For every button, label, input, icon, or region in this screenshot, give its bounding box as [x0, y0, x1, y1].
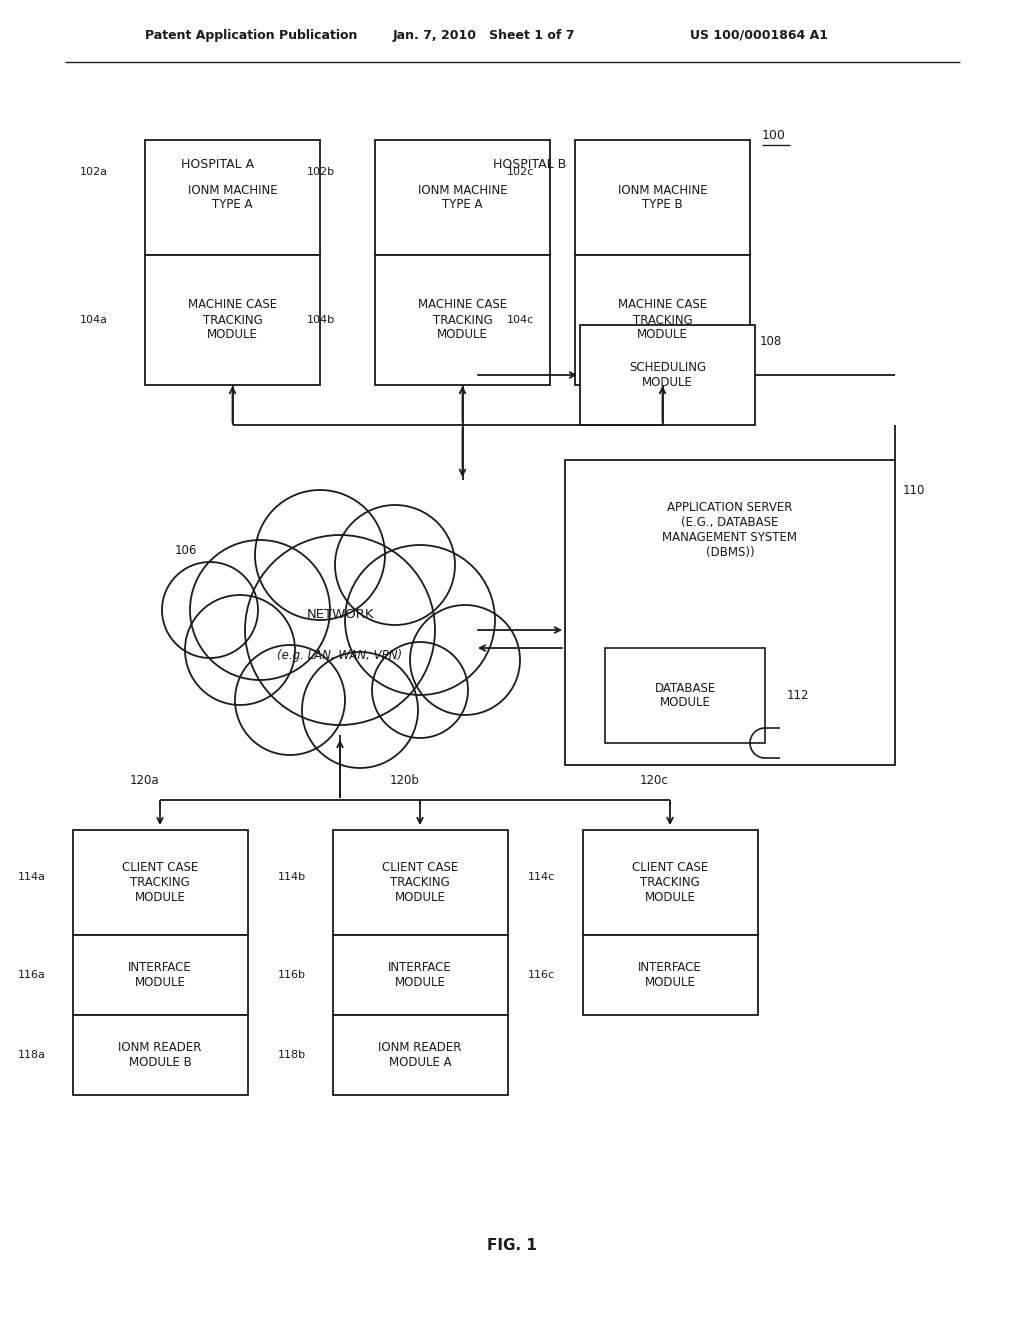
- Text: 118a: 118a: [17, 1049, 45, 1060]
- Text: FIG. 1: FIG. 1: [487, 1238, 537, 1253]
- Bar: [583, 830, 758, 935]
- Bar: [605, 648, 765, 743]
- Text: 116c: 116c: [527, 970, 555, 979]
- Circle shape: [245, 535, 435, 725]
- Text: 114c: 114c: [527, 873, 555, 882]
- Text: Patent Application Publication: Patent Application Publication: [145, 29, 357, 41]
- Circle shape: [372, 642, 468, 738]
- Bar: [333, 830, 508, 935]
- Text: INTERFACE
MODULE: INTERFACE MODULE: [128, 961, 191, 989]
- Text: 112: 112: [787, 689, 810, 702]
- Text: NETWORK: NETWORK: [306, 609, 374, 622]
- Text: MACHINE CASE
TRACKING
MODULE: MACHINE CASE TRACKING MODULE: [188, 298, 278, 342]
- Text: SCHEDULING
MODULE: SCHEDULING MODULE: [629, 360, 707, 389]
- Text: (e.g. LAN, WAN, VPN): (e.g. LAN, WAN, VPN): [278, 648, 402, 661]
- Text: MACHINE CASE
TRACKING
MODULE: MACHINE CASE TRACKING MODULE: [418, 298, 507, 342]
- Circle shape: [234, 645, 345, 755]
- Text: 104c: 104c: [507, 315, 535, 325]
- Bar: [375, 140, 550, 255]
- Circle shape: [190, 540, 330, 680]
- Text: US 100/0001864 A1: US 100/0001864 A1: [690, 29, 828, 41]
- Text: 102c: 102c: [507, 168, 535, 177]
- Text: 118b: 118b: [278, 1049, 305, 1060]
- Circle shape: [335, 506, 455, 624]
- Text: HOSPITAL B: HOSPITAL B: [494, 158, 566, 172]
- Text: INTERFACE
MODULE: INTERFACE MODULE: [388, 961, 452, 989]
- Text: INTERFACE
MODULE: INTERFACE MODULE: [638, 961, 701, 989]
- Bar: [583, 935, 758, 1015]
- Text: IONM READER
MODULE A: IONM READER MODULE A: [378, 1041, 462, 1069]
- Bar: [575, 255, 750, 385]
- Bar: [565, 459, 895, 766]
- Text: 108: 108: [760, 335, 782, 348]
- Text: 102a: 102a: [80, 168, 108, 177]
- Text: 120b: 120b: [390, 774, 420, 787]
- Bar: [73, 830, 248, 935]
- Text: APPLICATION SERVER
(E.G., DATABASE
MANAGEMENT SYSTEM
(DBMS)): APPLICATION SERVER (E.G., DATABASE MANAG…: [663, 502, 798, 560]
- Bar: [375, 255, 550, 385]
- Bar: [580, 325, 755, 425]
- Text: 116a: 116a: [17, 970, 45, 979]
- Circle shape: [345, 545, 495, 696]
- Text: 110: 110: [903, 483, 926, 496]
- Text: 102b: 102b: [307, 168, 335, 177]
- Circle shape: [255, 490, 385, 620]
- Text: IONM MACHINE
TYPE A: IONM MACHINE TYPE A: [187, 183, 278, 211]
- Text: CLIENT CASE
TRACKING
MODULE: CLIENT CASE TRACKING MODULE: [632, 861, 709, 904]
- Circle shape: [185, 595, 295, 705]
- Text: 100: 100: [762, 129, 785, 143]
- Text: 104a: 104a: [80, 315, 108, 325]
- Text: 106: 106: [175, 544, 198, 557]
- Text: Jan. 7, 2010   Sheet 1 of 7: Jan. 7, 2010 Sheet 1 of 7: [393, 29, 575, 41]
- Text: 116b: 116b: [278, 970, 305, 979]
- Circle shape: [410, 605, 520, 715]
- Text: IONM MACHINE
TYPE B: IONM MACHINE TYPE B: [617, 183, 708, 211]
- Text: IONM READER
MODULE B: IONM READER MODULE B: [119, 1041, 202, 1069]
- Bar: [145, 255, 319, 385]
- Bar: [333, 935, 508, 1015]
- Circle shape: [302, 652, 418, 768]
- Text: CLIENT CASE
TRACKING
MODULE: CLIENT CASE TRACKING MODULE: [382, 861, 458, 904]
- Text: 120c: 120c: [640, 774, 669, 787]
- Bar: [333, 1015, 508, 1096]
- Text: 114a: 114a: [17, 873, 45, 882]
- Text: IONM MACHINE
TYPE A: IONM MACHINE TYPE A: [418, 183, 507, 211]
- Text: 114b: 114b: [278, 873, 305, 882]
- Circle shape: [162, 562, 258, 657]
- Text: MACHINE CASE
TRACKING
MODULE: MACHINE CASE TRACKING MODULE: [617, 298, 707, 342]
- Bar: [145, 140, 319, 255]
- Bar: [73, 935, 248, 1015]
- Bar: [575, 140, 750, 255]
- Text: DATABASE
MODULE: DATABASE MODULE: [654, 681, 716, 710]
- Text: HOSPITAL A: HOSPITAL A: [181, 158, 255, 172]
- Text: 120a: 120a: [130, 774, 160, 787]
- Text: CLIENT CASE
TRACKING
MODULE: CLIENT CASE TRACKING MODULE: [122, 861, 198, 904]
- Bar: [73, 1015, 248, 1096]
- Text: 104b: 104b: [307, 315, 335, 325]
